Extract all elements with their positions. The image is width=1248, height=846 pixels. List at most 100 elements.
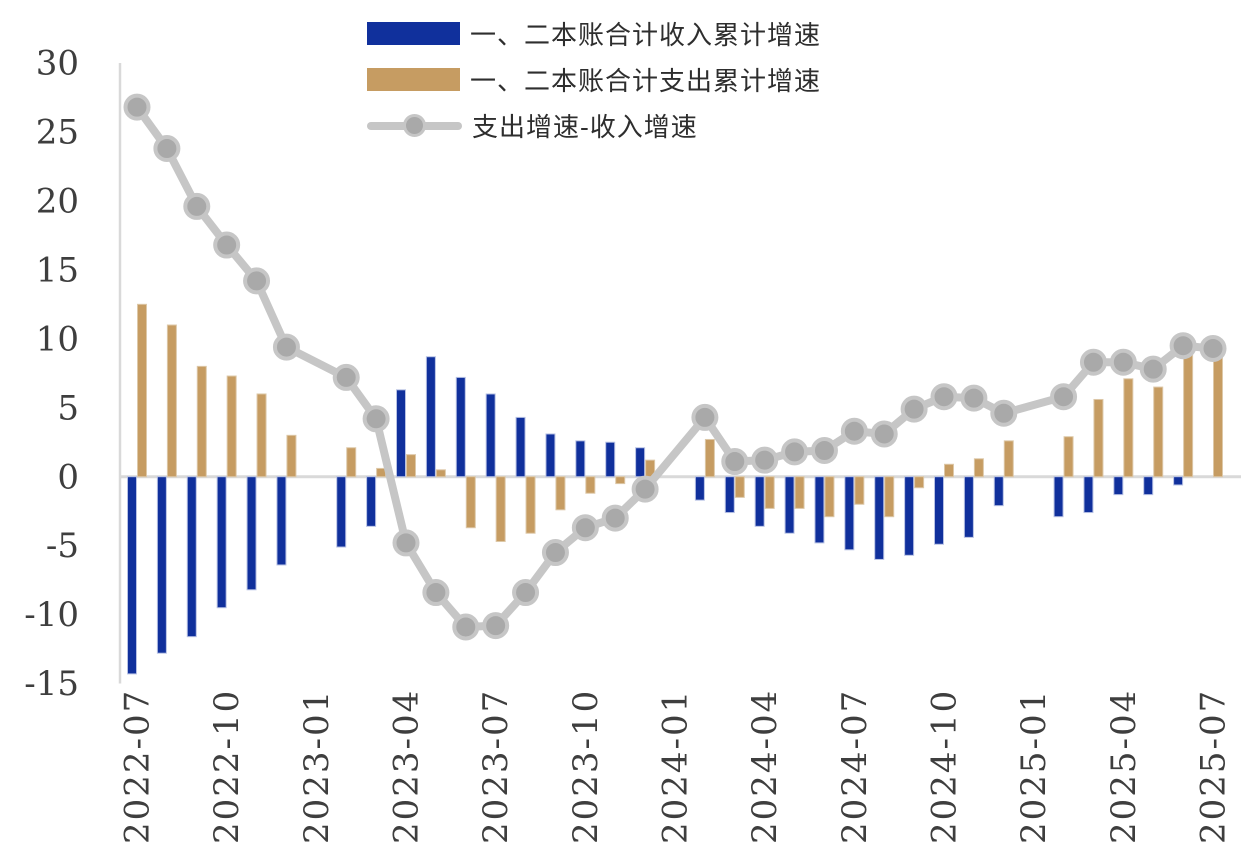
bar-expenditure-2025-02 xyxy=(1063,436,1074,478)
marker-2024-04 xyxy=(751,446,779,474)
bar-expenditure-2024-03 xyxy=(734,476,745,498)
bar-expenditure-2024-10 xyxy=(944,463,955,478)
x-tick-label-2023-01: 2023-01 xyxy=(297,689,337,844)
marker-2023-09 xyxy=(541,539,569,567)
bar-revenue-2024-02 xyxy=(694,476,705,501)
marker-2024-09 xyxy=(900,395,928,423)
x-tick-label-2024-07: 2024-07 xyxy=(835,689,875,844)
bar-revenue-2023-11 xyxy=(605,441,616,478)
expenditure-swatch-icon xyxy=(367,67,460,91)
bar-expenditure-2025-03 xyxy=(1093,398,1104,478)
bar-revenue-2025-06 xyxy=(1173,476,1184,486)
marker-2022-08 xyxy=(153,134,181,162)
bar-revenue-2024-05 xyxy=(784,476,795,534)
bar-expenditure-2024-12 xyxy=(1003,440,1014,478)
x-tick-label-2024-04: 2024-04 xyxy=(745,689,785,844)
marker-2023-06 xyxy=(452,613,480,641)
bar-expenditure-2022-07 xyxy=(137,303,147,478)
bar-expenditure-2024-04 xyxy=(764,476,775,509)
bar-revenue-2023-08 xyxy=(515,416,526,478)
bar-revenue-2024-08 xyxy=(874,476,885,560)
bar-expenditure-2024-11 xyxy=(973,458,984,478)
marker-2023-02 xyxy=(332,363,360,391)
bar-expenditure-2025-07 xyxy=(1213,349,1224,478)
y-tick-label-20: 20 xyxy=(36,181,79,221)
bar-revenue-2025-03 xyxy=(1083,476,1094,514)
marker-2023-11 xyxy=(601,504,629,532)
marker-2024-10 xyxy=(930,383,958,411)
marker-2023-03 xyxy=(362,405,390,433)
bar-revenue-2023-05 xyxy=(425,356,436,478)
marker-2024-07 xyxy=(840,417,868,445)
x-tick-label-2024-10: 2024-10 xyxy=(925,689,965,844)
y-tick-label-0: 0 xyxy=(57,457,79,497)
legend-label-expenditure: 一、二本账合计支出累计增速 xyxy=(470,66,822,97)
revenue-swatch-icon xyxy=(367,21,460,45)
bar-revenue-2022-10 xyxy=(216,476,227,609)
marker-2024-11 xyxy=(960,384,988,412)
bar-revenue-2024-09 xyxy=(904,476,915,556)
bar-expenditure-2023-04 xyxy=(406,454,417,478)
bar-expenditure-2022-09 xyxy=(196,365,207,478)
bar-expenditure-2023-06 xyxy=(465,476,476,529)
marker-2025-02 xyxy=(1050,383,1078,411)
bar-revenue-2024-07 xyxy=(844,476,855,551)
y-tick-label--5: -5 xyxy=(46,526,79,566)
marker-2023-07 xyxy=(482,612,510,640)
bar-expenditure-2025-05 xyxy=(1153,386,1164,478)
bar-expenditure-2023-02 xyxy=(346,447,357,478)
bar-revenue-2024-11 xyxy=(963,476,974,538)
y-tick-label-15: 15 xyxy=(36,250,79,290)
y-tick-labels: 30 25 20 15 10 5 0 -5 -10 -15 xyxy=(24,44,79,705)
bar-expenditure-2025-04 xyxy=(1123,378,1134,478)
bar-expenditure-2022-11 xyxy=(256,393,267,478)
marker-2023-05 xyxy=(422,579,450,607)
marker-2023-08 xyxy=(512,579,540,607)
x-tick-label-2024-01: 2024-01 xyxy=(656,689,696,844)
legend: 一、二本账合计收入累计增速 一、二本账合计支出累计增速 支出增速-收入增速 xyxy=(367,10,821,148)
line-marker-swatch-icon xyxy=(367,113,462,137)
bar-expenditure-2024-05 xyxy=(794,476,805,509)
bar-revenue-2024-10 xyxy=(934,476,945,545)
bar-expenditure-2022-12 xyxy=(286,434,297,478)
x-tick-label-2022-10: 2022-10 xyxy=(207,689,247,844)
marker-2024-02 xyxy=(691,403,719,431)
bar-revenue-2022-07 xyxy=(127,476,137,675)
marker-2025-07 xyxy=(1199,334,1227,362)
legend-item-revenue: 一、二本账合计收入累计增速 xyxy=(367,10,821,56)
bar-revenue-2022-08 xyxy=(156,476,167,654)
bar-revenue-2024-03 xyxy=(724,476,735,514)
legend-item-expenditure: 一、二本账合计支出累计增速 xyxy=(367,56,821,102)
bar-expenditure-2023-09 xyxy=(555,476,566,511)
bar-revenue-2025-02 xyxy=(1053,476,1064,518)
bar-expenditure-2024-08 xyxy=(884,476,895,518)
x-tick-label-2023-10: 2023-10 xyxy=(566,689,606,844)
bar-revenue-2023-03 xyxy=(366,476,377,527)
bars-revenue xyxy=(127,356,1184,675)
bar-revenue-2022-11 xyxy=(246,476,257,591)
bar-revenue-2023-12 xyxy=(635,447,646,478)
bar-revenue-2023-10 xyxy=(575,440,586,478)
bar-revenue-2023-07 xyxy=(485,393,496,478)
marker-2024-06 xyxy=(810,436,838,464)
marker-2023-10 xyxy=(571,514,599,542)
bar-revenue-2023-02 xyxy=(336,476,347,548)
bar-revenue-2024-12 xyxy=(993,476,1004,507)
bar-expenditure-2024-02 xyxy=(704,438,715,478)
bar-expenditure-2023-05 xyxy=(435,469,446,478)
bar-revenue-2025-05 xyxy=(1143,476,1154,496)
bar-expenditure-2023-07 xyxy=(495,476,506,543)
y-tick-label--10: -10 xyxy=(24,595,79,635)
marker-2022-07 xyxy=(123,93,151,121)
marker-2022-10 xyxy=(213,231,241,259)
bar-revenue-2024-04 xyxy=(754,476,765,527)
marker-2024-08 xyxy=(870,420,898,448)
bar-revenue-2023-09 xyxy=(545,433,556,478)
y-tick-label-5: 5 xyxy=(57,388,79,428)
marker-2022-11 xyxy=(243,267,271,295)
y-tick-label-30: 30 xyxy=(36,44,79,84)
marker-2025-04 xyxy=(1109,348,1137,376)
bar-revenue-2022-12 xyxy=(276,476,287,566)
legend-label-diff: 支出增速-收入增速 xyxy=(472,112,698,143)
